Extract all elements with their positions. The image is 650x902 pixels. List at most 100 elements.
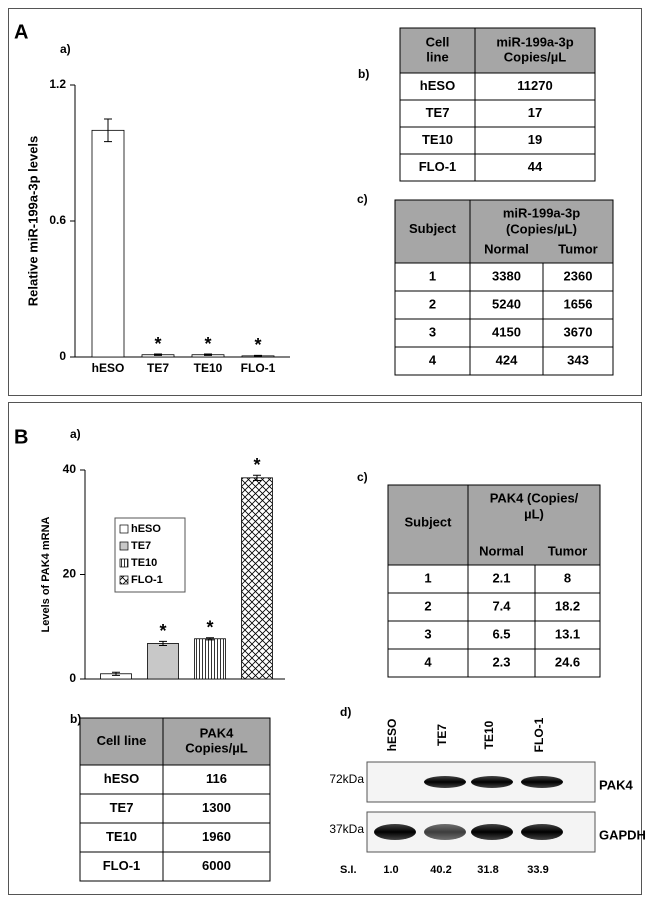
cell-text: TE7 [110,800,134,815]
cell [399,99,476,128]
blot-band [521,776,563,788]
panel-label: c) [357,470,368,484]
header-cell [399,27,476,74]
y-tick-label: 40 [63,462,77,476]
y-tick-label: 20 [63,567,77,581]
x-tick-label: TE7 [147,361,169,375]
blot-band [471,776,513,788]
header-text: Subject [409,221,457,236]
header-cell [474,27,596,74]
legend-entry: TE7 [131,540,151,552]
cell [162,793,271,824]
subheader-text: Tumor [548,543,587,558]
legend-swatch [119,558,129,568]
header-text: (Copies/µL) [506,221,577,236]
cell [394,318,471,348]
lane-label: FLO-1 [532,717,546,752]
panel-label: b) [358,67,369,81]
y-tick-label: 1.2 [49,77,66,91]
subheader-text: Tumor [558,241,597,256]
header-cell [469,199,614,264]
panel-letter: A [14,21,28,43]
panel-label: b) [70,712,81,726]
legend-entry: FLO-1 [131,574,163,586]
cell [534,564,601,594]
panel-label: a) [60,42,71,56]
cell [162,822,271,853]
header-text: Copies/µL [185,740,247,755]
cell-text: 7.4 [492,598,511,613]
blot-band [424,776,466,788]
significance-mark: * [159,621,166,641]
cell-text: 1960 [202,829,231,844]
panel-letter: B [14,426,28,448]
cell-text: 17 [528,105,542,120]
significance-mark: * [253,455,260,475]
cell-text: 2.1 [492,570,510,585]
subheader-text: Normal [484,241,529,256]
cell [469,290,544,320]
legend-swatch [119,575,129,585]
header-text: Cell line [97,733,147,748]
cell-text: 19 [528,132,542,147]
cell [467,648,536,678]
error-bar [159,640,167,647]
cell [542,318,614,348]
bar [147,643,179,680]
cell [467,620,536,650]
x-tick-label: TE10 [194,361,223,375]
cell-text: TE10 [106,829,137,844]
cell [534,620,601,650]
cell-text: 3 [429,324,436,339]
error-bar [204,353,212,356]
cell [534,648,601,678]
si-value: 33.9 [527,864,548,876]
cell [79,793,164,824]
cell-text: TE7 [426,105,450,120]
cell [399,126,476,155]
header-text: µL) [524,506,544,521]
error-bar [112,671,120,676]
significance-mark: * [154,334,161,354]
subheader-text: Normal [479,543,524,558]
error-bar [254,354,262,357]
significance-mark: * [204,334,211,354]
cell-text: 4150 [492,324,521,339]
panel-b-frame [8,402,642,895]
cell [79,764,164,795]
cell-text: 6000 [202,858,231,873]
cell-text: 24.6 [555,654,580,669]
header-text: Copies/µL [504,49,566,64]
cell [467,592,536,622]
legend-swatch [119,524,129,534]
cell-text: 2 [424,598,431,613]
cell [387,648,469,678]
cell [162,764,271,795]
legend-entry: hESO [131,523,161,535]
cell-text: 8 [564,570,571,585]
error-bar [104,118,112,143]
panel-label: a) [70,427,81,441]
cell [399,153,476,182]
cell [474,153,596,182]
header-text: Cell [426,34,450,49]
cell [542,346,614,376]
cell-text: 3670 [564,324,593,339]
cell-text: 343 [567,352,589,367]
panel-a-frame [8,8,642,396]
y-axis-label: Relative miR-199a-3p levels [25,136,40,307]
si-value: 31.8 [477,864,498,876]
header-cell [394,199,471,264]
panel-label: d) [340,705,351,719]
cell [387,592,469,622]
cell-text: 1 [429,268,436,283]
error-bar [154,353,162,356]
size-marker: 72kDa [329,772,364,786]
cell-text: 116 [206,771,227,786]
cell [394,290,471,320]
cell-text: FLO-1 [103,858,141,873]
significance-mark: * [206,617,213,637]
cell-text: 1 [424,570,431,585]
